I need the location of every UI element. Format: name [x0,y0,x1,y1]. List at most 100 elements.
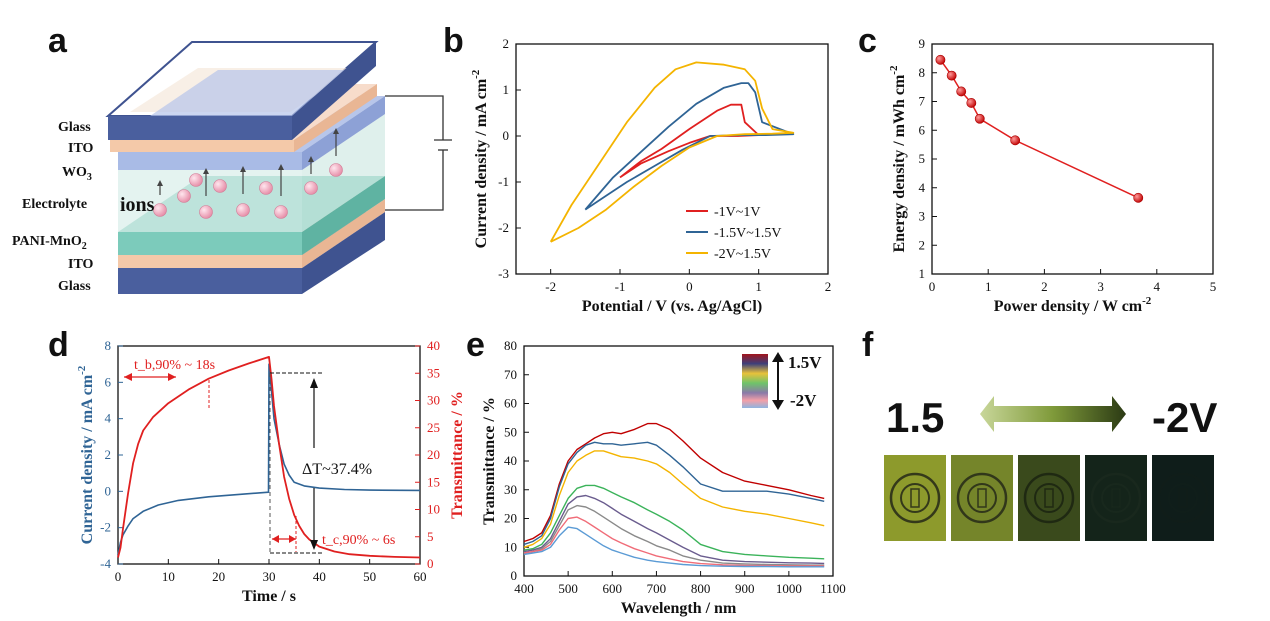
panel-e: e 400 500 600 700 800 900 1000 1100 0 10 20 30 40 50 6… [466,326,846,617]
y-tick-label: 40 [504,453,517,468]
x-tick-label: 1100 [820,581,846,596]
y2-tick-label: 20 [427,447,440,462]
y-axis-label: Current density / mA cm-2 [76,365,96,544]
x-tick-label: 700 [647,581,667,596]
ion [177,189,191,203]
y-tick-label: 8 [919,65,926,80]
panel-label-b: b [443,22,464,60]
ion [213,179,227,193]
x-tick-label: 5 [1210,279,1217,294]
y-tick-label: 0 [503,128,510,143]
y-tick-label: 6 [919,122,926,137]
y2-tick-label: 15 [427,474,440,489]
electrolyte-layer [118,170,302,232]
legend: -1V~1V -1.5V~1.5V -2V~1.5V [686,205,781,262]
cv-curve [619,103,760,179]
data-point [956,86,967,97]
x-tick-label: 800 [691,581,711,596]
legend-colorbar [742,354,768,408]
data-point [966,98,977,108]
ito-top-layer [110,140,294,152]
legend-top-label: 1.5V [788,353,822,372]
legend-entry: -2V~1.5V [714,247,771,262]
x-tick-label: 1000 [776,581,802,596]
y-tick-label: -1 [498,174,509,189]
data-point [1133,192,1144,203]
annotations: t_b,90% ~ 18s ΔT~37.4% t_c,90% ~ 6s [124,358,395,554]
x-tick-label: 3 [1097,279,1104,294]
ion [189,173,203,187]
ion-arrowhead [203,168,209,174]
device-top-stack [105,41,385,170]
y-tick-label: 9 [919,36,926,51]
x-tick-label: 50 [363,569,376,584]
y2-tick-label: 40 [427,338,440,353]
spectrum-curve [523,441,825,546]
y-tick-label: 7 [919,94,926,109]
ion-arrowhead [278,164,284,170]
layer-label-electrolyte: Electrolyte [22,197,87,212]
panel-label-e: e [466,326,485,364]
x-tick-label: 1 [755,279,762,294]
layer-label-wo3: WO3 [62,165,92,183]
ion [199,205,213,219]
ion-arrowhead [157,180,163,186]
x-tick-label: 30 [263,569,276,584]
y-axis-label: Current density / mA cm-2 [470,69,490,248]
cv-curve [549,61,795,243]
ion [259,181,273,195]
x-tick-label: 60 [414,569,427,584]
x-tick-label: -2 [545,279,556,294]
device-photo [951,455,1013,541]
spectrum-curve [523,504,825,566]
ion [329,163,343,177]
layer-label-glass-bottom: Glass [58,279,91,294]
y-tick-label: 0 [105,483,112,498]
ions-group [153,128,343,219]
device-photos [884,455,1214,541]
delta-t-annotation: ΔT~37.4% [302,461,372,478]
panel-b: b -2 -1 0 1 2 -3 -2 -1 0 1 2 Potential / V (vs. Ag/… [443,22,831,315]
y2-tick-label: 30 [427,393,440,408]
x-tick-label: 2 [1041,279,1048,294]
color-transition-arrow [980,396,1126,432]
spectrum-curve [523,494,825,565]
x-tick-label: 0 [929,279,936,294]
panel-label-d: d [48,326,69,364]
y2-tick-label: 0 [427,556,434,571]
y-tick-label: -2 [498,220,509,235]
ion [153,203,167,217]
voltage-left-label: 1.5 [886,394,944,441]
spectrum-curve [523,516,825,567]
legend-entry: -1V~1V [714,205,760,220]
wo3-layer [118,152,302,170]
y-tick-label: -4 [100,556,111,571]
y-tick-label: 2 [919,237,926,252]
y-tick-label: 60 [504,396,517,411]
device-photo [1018,455,1080,541]
layer-label-pani: PANI-MnO2 [12,234,87,252]
y-tick-label: 2 [503,36,510,51]
spectrum-curve [523,484,825,560]
pani-mno2-layer [118,232,302,255]
chart-e: 400 500 600 700 800 900 1000 1100 0 10 20 30 40 50 60 7… [481,338,846,617]
y2-tick-label: 5 [427,529,434,544]
x-tick-label: 600 [603,581,623,596]
device-photo [884,455,946,541]
x-axis-label: Potential / V (vs. Ag/AgCl) [582,298,762,315]
y-tick-label: 70 [504,367,517,382]
y-tick-label: 0 [511,568,518,583]
transmittance-curve [117,355,421,559]
x-tick-label: 500 [558,581,578,596]
y-tick-label: 1 [503,82,510,97]
y-tick-label: 50 [504,424,517,439]
ion [236,203,250,217]
y-tick-label: 20 [504,511,517,526]
y-tick-label: -2 [100,520,111,535]
device-photo [1152,455,1214,541]
